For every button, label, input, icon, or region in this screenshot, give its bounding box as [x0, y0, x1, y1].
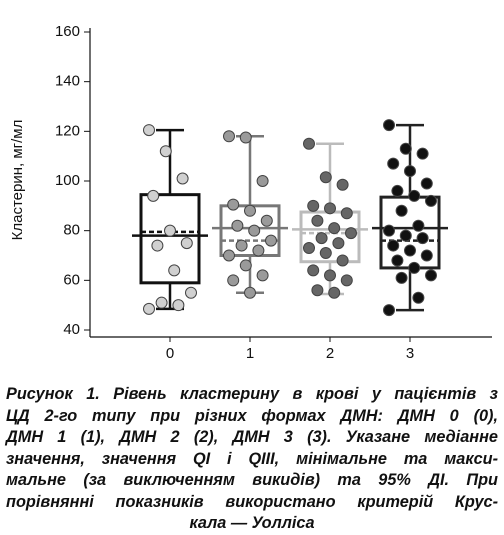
x-tick-label: 3 [406, 345, 414, 362]
point [395, 271, 408, 284]
point [244, 204, 256, 217]
point [155, 296, 168, 309]
point [336, 178, 349, 191]
point [143, 124, 155, 137]
point [395, 204, 408, 217]
caption-line: кала — Уолліса [189, 514, 315, 532]
point [416, 147, 429, 160]
point [425, 269, 437, 282]
y-tick-label: 80 [63, 222, 80, 239]
caption-line: ДМН 1 (1), ДМН 2 (2), ДМН 3 (3). Указане… [6, 428, 498, 446]
point [303, 137, 315, 150]
point [340, 274, 353, 287]
point [265, 234, 277, 247]
point [416, 232, 429, 245]
point [311, 214, 324, 227]
point [164, 224, 176, 237]
point [260, 214, 273, 227]
point [239, 259, 252, 272]
point [412, 291, 425, 304]
y-axis-label: Кластерин, мг/мл [9, 120, 26, 241]
point [404, 165, 416, 178]
point [383, 304, 395, 317]
point [383, 119, 395, 132]
point [391, 254, 404, 267]
point [185, 286, 197, 299]
point [387, 239, 400, 252]
y-tick-label: 60 [63, 271, 80, 288]
point [399, 229, 412, 242]
point [425, 194, 437, 207]
point [311, 284, 324, 297]
point [303, 242, 315, 255]
point [328, 222, 341, 235]
point [332, 237, 345, 250]
point [151, 239, 164, 252]
point [239, 131, 252, 144]
point [408, 261, 421, 274]
point [256, 269, 269, 282]
caption-line: порівнянні показників використано критер… [6, 492, 498, 511]
chart: Кластерин, мг/мл 40 60 80 100 120 140 160 0 1 2 3 [9, 23, 492, 362]
point [319, 171, 332, 184]
point [408, 189, 421, 202]
point [307, 264, 320, 277]
caption-line: мальне (за виключенням викидів) та 95% Д… [6, 471, 498, 489]
caption-line: ЦД 2-го типу при різних формах ДМН: ДМН … [6, 406, 498, 425]
point [420, 177, 433, 190]
point [324, 202, 336, 215]
x-tick-label: 2 [326, 345, 334, 362]
point [345, 227, 357, 240]
point [420, 249, 433, 262]
point [328, 286, 341, 299]
point [387, 157, 400, 170]
point [404, 244, 416, 257]
point [399, 142, 412, 155]
y-tick-label: 140 [55, 73, 80, 90]
caption-line: значення, значення QI і QIII, мінімальне… [6, 449, 498, 468]
y-tick-label: 120 [55, 122, 80, 139]
point [340, 207, 353, 220]
point [256, 175, 269, 187]
point [227, 274, 240, 287]
point [168, 264, 181, 277]
point [172, 299, 185, 312]
y-tick-label: 40 [63, 321, 80, 338]
point [324, 269, 336, 282]
point [180, 237, 193, 250]
point [231, 219, 244, 232]
box [139, 193, 201, 285]
point [252, 244, 265, 257]
point [412, 219, 425, 232]
y-tick-label: 160 [55, 23, 80, 40]
point [248, 224, 261, 237]
point [159, 145, 172, 158]
point [319, 247, 332, 260]
x-tick-label: 0 [166, 345, 174, 362]
y-tick-label: 100 [55, 172, 80, 189]
caption-line: Рисунок 1. Рівень кластерину в крові у п… [6, 385, 498, 403]
x-tick-label: 1 [246, 345, 254, 362]
point [383, 224, 395, 237]
point [315, 232, 328, 245]
point [223, 249, 235, 262]
point [307, 199, 320, 212]
point [235, 239, 248, 252]
point [223, 130, 235, 143]
point [244, 286, 256, 299]
point [227, 198, 240, 211]
point [391, 184, 404, 197]
point [176, 172, 189, 185]
point [147, 189, 160, 202]
point [336, 254, 349, 267]
point [143, 302, 155, 315]
caption: Рисунок 1. Рівень кластерину в крові у п… [6, 384, 498, 535]
